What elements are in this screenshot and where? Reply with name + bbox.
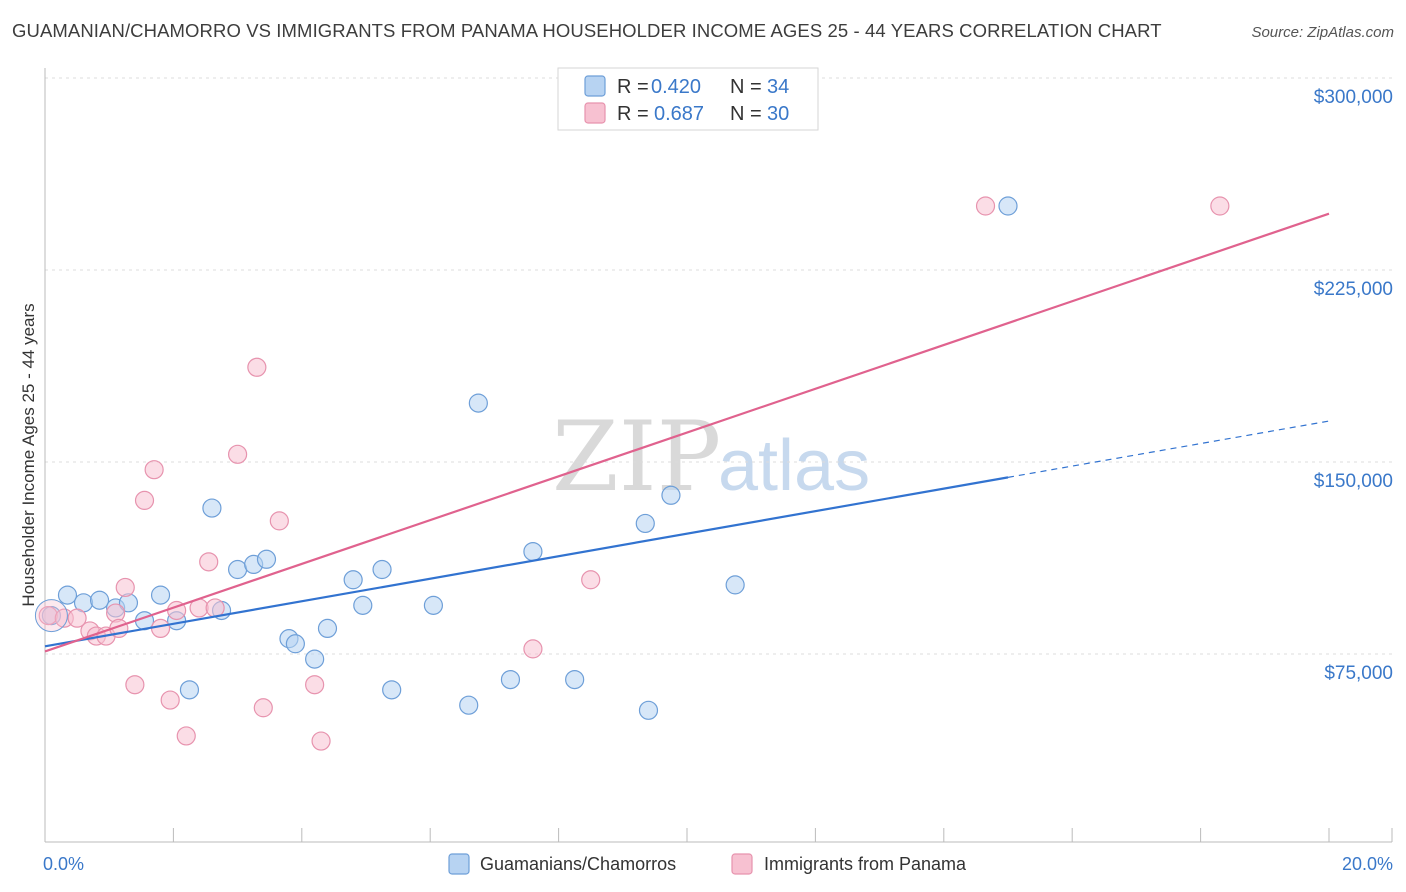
point-blue-23 (423, 595, 444, 615)
watermark-atlas: atlas (718, 426, 870, 506)
y-tick-label-0: $75,000 (1324, 663, 1393, 684)
legend-r-value-blue: 0.420 (651, 76, 701, 98)
point-pink-2 (67, 608, 87, 628)
point-blue-21 (372, 559, 392, 580)
x-tick-label-min: 0.0% (43, 854, 84, 874)
point-pink-18 (205, 598, 225, 618)
point-blue-20 (353, 595, 373, 615)
point-blue-26 (500, 669, 521, 690)
x-tick-label-max: 20.0% (1342, 854, 1393, 874)
x-axis-ticks (44, 828, 1393, 842)
point-blue-9 (179, 680, 200, 700)
series-panama-points (34, 196, 1230, 751)
legend-n-value-pink: 30 (767, 103, 789, 125)
bottom-legend-label-pink: Immigrants from Panama (764, 854, 967, 874)
point-pink-9 (125, 675, 145, 695)
point-blue-25 (468, 393, 488, 413)
legend-n-value-blue: 34 (767, 76, 789, 98)
point-pink-20 (247, 357, 267, 377)
point-blue-19 (343, 570, 363, 590)
source-label: Source: ZipAtlas.com (1251, 24, 1394, 41)
trend-lines (44, 212, 1330, 653)
y-tick-label-3: $300,000 (1314, 87, 1393, 108)
point-pink-17 (199, 552, 219, 572)
bottom-legend-label-blue: Guamanians/Chamorros (480, 854, 676, 874)
legend-r-value-pink: 0.687 (654, 103, 704, 125)
point-blue-31 (661, 485, 681, 505)
point-blue-3 (89, 590, 110, 610)
bottom-legend-swatch-blue (448, 853, 470, 875)
trend-line-pink (44, 212, 1330, 653)
point-blue-14 (256, 549, 277, 569)
chart-title: GUAMANIAN/CHAMORRO VS IMMIGRANTS FROM PA… (12, 20, 1162, 41)
y-tick-label-2: $225,000 (1314, 279, 1393, 300)
trend-line-blue (44, 476, 1009, 648)
point-blue-27 (523, 541, 543, 562)
point-blue-7 (150, 585, 171, 605)
legend-swatch-blue (584, 75, 606, 97)
point-pink-21 (253, 698, 273, 718)
point-blue-16 (285, 634, 305, 654)
bottom-legend-swatch-pink (731, 853, 753, 875)
point-pink-8 (115, 577, 135, 598)
point-pink-15 (176, 726, 196, 746)
legend-box: R = 0.420 N = 34 R = 0.687 N = 30 (557, 67, 819, 131)
legend-n-label-blue: N = (730, 76, 762, 98)
point-pink-28 (1210, 196, 1230, 216)
point-pink-19 (228, 444, 248, 464)
point-blue-1 (57, 585, 78, 605)
legend-swatch-pink (584, 102, 606, 124)
legend-n-label-pink: N = (730, 103, 762, 125)
point-pink-25 (523, 639, 543, 659)
point-pink-10 (134, 490, 155, 510)
legend-r-label-pink: R = (617, 103, 649, 125)
point-pink-26 (581, 570, 601, 590)
point-blue-17 (305, 649, 325, 669)
point-pink-12 (150, 618, 171, 639)
y-tick-label-1: $150,000 (1314, 471, 1393, 492)
point-pink-27 (975, 196, 996, 216)
y-axis-title: Householder Income Ages 25 - 44 years (19, 303, 38, 606)
y-tick-labels: $75,000 $150,000 $225,000 $300,000 (1314, 87, 1393, 684)
point-blue-18 (317, 618, 338, 639)
point-blue-32 (725, 575, 745, 595)
point-pink-13 (160, 690, 180, 710)
bottom-legend: Guamanians/Chamorros Immigrants from Pan… (448, 853, 967, 875)
point-cluster-origin (34, 599, 68, 633)
point-pink-23 (305, 675, 325, 695)
point-blue-30 (638, 700, 659, 720)
point-blue-29 (635, 513, 655, 534)
legend-r-label-blue: R = (617, 76, 649, 98)
point-blue-28 (565, 669, 585, 690)
trend-line-blue-extension (1007, 420, 1330, 478)
point-pink-11 (144, 460, 164, 480)
point-pink-22 (269, 511, 289, 531)
point-blue-33 (998, 196, 1018, 216)
point-blue-12 (228, 559, 248, 580)
watermark-zip: ZIP (552, 401, 721, 513)
point-blue-24 (459, 695, 479, 715)
point-blue-10 (202, 498, 222, 518)
point-blue-22 (382, 680, 402, 700)
point-pink-24 (311, 731, 331, 751)
